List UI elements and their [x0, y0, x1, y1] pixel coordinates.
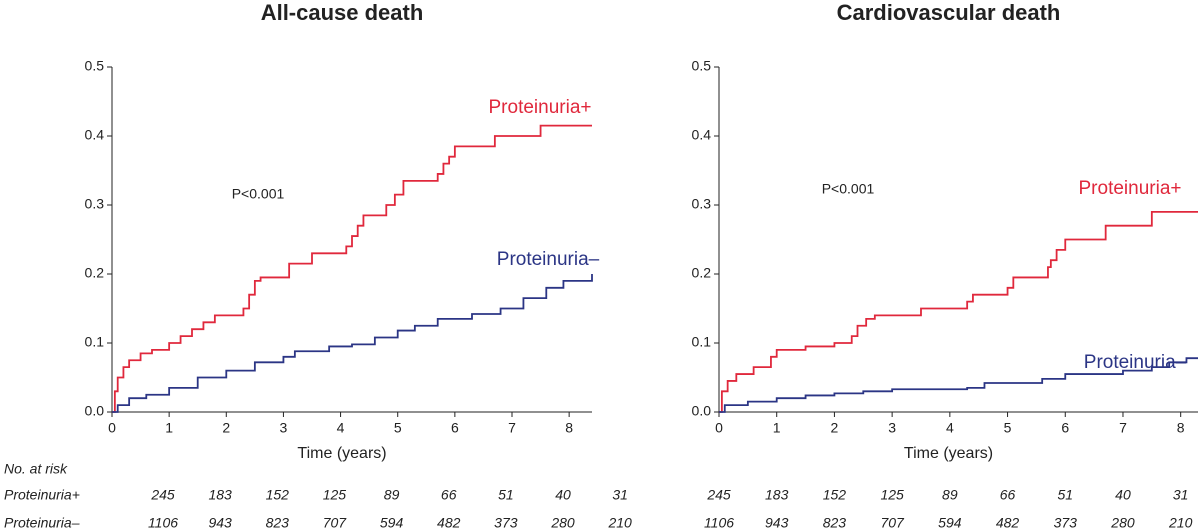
risk-count: 482 [996, 515, 1020, 531]
risk-count: 40 [1115, 487, 1131, 503]
x-tick-label: 0 [108, 420, 116, 436]
y-tick-label: 0.5 [692, 58, 712, 74]
x-tick-label: 2 [222, 420, 230, 436]
x-tick-label: 1 [773, 420, 781, 436]
x-tick-label: 5 [394, 420, 402, 436]
x-tick-label: 3 [888, 420, 896, 436]
y-tick-label: 0.2 [692, 265, 712, 281]
risk-count: 943 [208, 515, 232, 531]
risk-count: 280 [1110, 515, 1135, 531]
series-label: Proteinuria+ [489, 97, 592, 118]
survival-curve [112, 274, 593, 413]
risk-count: 245 [150, 487, 175, 503]
x-tick-label: 4 [337, 420, 345, 436]
x-axis-label: Time (years) [297, 445, 386, 462]
x-tick-label: 2 [831, 420, 839, 436]
risk-count: 210 [1168, 515, 1193, 531]
x-tick-label: 4 [946, 420, 954, 436]
risk-count: 707 [323, 515, 348, 531]
risk-count: 125 [880, 487, 904, 503]
risk-count: 183 [208, 487, 232, 503]
risk-count: 245 [706, 487, 731, 503]
risk-count: 183 [765, 487, 789, 503]
y-tick-label: 0.0 [692, 403, 712, 419]
series-label: Proteinuria– [497, 249, 600, 270]
y-tick-label: 0.3 [85, 196, 105, 212]
risk-count: 66 [1000, 487, 1016, 503]
annotation: P<0.001 [232, 186, 285, 202]
x-tick-label: 6 [451, 420, 459, 436]
risk-count: 152 [823, 487, 847, 503]
x-axis-label: Time (years) [904, 445, 993, 462]
risk-count: 943 [765, 515, 789, 531]
risk-count: 1106 [148, 515, 178, 531]
series-label: Proteinuria+ [1079, 178, 1182, 199]
x-tick-label: 8 [1177, 420, 1185, 436]
x-tick-label: 8 [565, 420, 573, 436]
y-tick-label: 0.5 [85, 58, 105, 74]
annotation: P<0.001 [822, 181, 875, 197]
risk-count: 823 [266, 515, 290, 531]
survival-curve [719, 211, 1198, 413]
risk-count: 152 [266, 487, 290, 503]
x-tick-label: 7 [1119, 420, 1127, 436]
risk-count: 89 [384, 487, 400, 503]
y-tick-label: 0.1 [85, 334, 105, 350]
risk-count: 31 [1173, 487, 1189, 503]
survival-curve [719, 357, 1198, 413]
x-tick-label: 3 [280, 420, 288, 436]
risk-count: 66 [441, 487, 457, 503]
risk-count: 31 [612, 487, 628, 503]
series-label: Proteinuria– [1084, 352, 1187, 373]
x-tick-label: 1 [165, 420, 173, 436]
risk-count: 823 [823, 515, 847, 531]
x-tick-label: 6 [1061, 420, 1069, 436]
y-tick-label: 0.1 [692, 334, 712, 350]
risk-count: 280 [550, 515, 575, 531]
risk-count: 707 [880, 515, 905, 531]
risk-count: 125 [323, 487, 347, 503]
risk-count: 51 [498, 487, 514, 503]
y-tick-label: 0.4 [85, 127, 105, 143]
risk-count: 373 [1054, 515, 1078, 531]
risk-row-label: Proteinuria– [4, 515, 80, 531]
risk-count: 210 [607, 515, 632, 531]
y-tick-label: 0.4 [692, 127, 712, 143]
risk-count: 40 [555, 487, 571, 503]
y-tick-label: 0.0 [85, 403, 105, 419]
risk-count: 594 [938, 515, 962, 531]
y-tick-label: 0.2 [85, 265, 105, 281]
chart-title: Cardiovascular death [837, 0, 1061, 25]
chart-title: All-cause death [261, 0, 424, 25]
risk-title: No. at risk [4, 461, 68, 477]
y-tick-label: 0.3 [692, 196, 712, 212]
x-tick-label: 5 [1004, 420, 1012, 436]
x-tick-label: 0 [715, 420, 723, 436]
risk-count: 1106 [704, 515, 734, 531]
x-tick-label: 7 [508, 420, 516, 436]
risk-count: 594 [380, 515, 404, 531]
risk-row-label: Proteinuria+ [4, 487, 80, 503]
survival-curve [112, 124, 592, 413]
risk-count: 482 [437, 515, 461, 531]
risk-count: 89 [942, 487, 958, 503]
risk-count: 373 [494, 515, 518, 531]
risk-count: 51 [1057, 487, 1073, 503]
